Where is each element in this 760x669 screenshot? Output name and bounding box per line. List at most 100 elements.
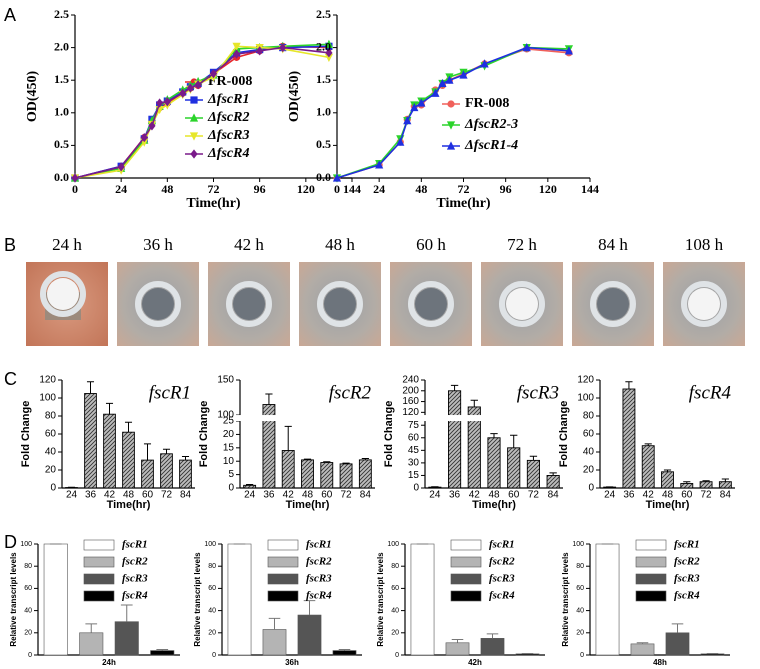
panel-label: D bbox=[4, 532, 17, 552]
bar bbox=[103, 413, 116, 489]
y-tick-label: 0 bbox=[580, 652, 584, 659]
bar bbox=[410, 543, 435, 656]
ring bbox=[226, 281, 272, 327]
bar bbox=[487, 437, 501, 489]
bar bbox=[301, 459, 314, 489]
legend-label: ΔfscR2-3 bbox=[464, 117, 518, 132]
x-tick-label: 72 bbox=[701, 490, 713, 501]
x-tick-label: 36 bbox=[623, 490, 635, 501]
ring bbox=[317, 281, 363, 327]
error-bar bbox=[663, 469, 672, 472]
x-tick-label: 84 bbox=[360, 490, 372, 501]
x-tick-label: 72 bbox=[208, 182, 220, 196]
x-tick-label: 120 bbox=[539, 182, 557, 196]
x-tick-label: 84 bbox=[720, 490, 732, 501]
y-tick-label: 20 bbox=[208, 630, 216, 637]
photo-label: 24 h bbox=[52, 235, 82, 254]
bar bbox=[179, 459, 192, 489]
x-tick-label: 24 bbox=[115, 182, 127, 196]
x-tick-label: 48 bbox=[161, 182, 173, 196]
y-tick-label: 20 bbox=[391, 630, 399, 637]
legend-swatch bbox=[83, 590, 115, 602]
error-bar bbox=[510, 434, 518, 448]
y-tick-label: 100 bbox=[20, 541, 32, 548]
error-bar bbox=[470, 399, 478, 407]
y-tick-label: 60 bbox=[391, 585, 399, 592]
x-tick-label: 48 bbox=[488, 490, 500, 501]
series-line bbox=[336, 46, 569, 179]
chart-title: fscR4 bbox=[689, 382, 732, 403]
error-bar bbox=[323, 461, 331, 463]
x-tick-label: 36 bbox=[263, 490, 275, 501]
x-tick-label: 60 bbox=[142, 490, 154, 501]
y-tick-label: 75 bbox=[408, 420, 420, 431]
y-tick-label: 60 bbox=[576, 585, 584, 592]
panel-label: A bbox=[4, 5, 16, 25]
legend-swatch bbox=[267, 556, 299, 568]
photo-label: 108 h bbox=[685, 235, 724, 254]
error-bar bbox=[529, 455, 538, 461]
y-tick-label: 25 bbox=[223, 416, 235, 427]
y-tick-label: 20 bbox=[583, 465, 595, 476]
data-point bbox=[148, 121, 156, 131]
error-bar bbox=[143, 443, 152, 461]
photo-label: 36 h bbox=[143, 235, 173, 254]
y-tick-label: 100 bbox=[387, 541, 399, 548]
data-point bbox=[375, 160, 384, 169]
legend-swatch bbox=[83, 539, 115, 551]
data-point bbox=[232, 49, 241, 59]
axis-break bbox=[419, 415, 563, 422]
error-bar bbox=[671, 623, 684, 633]
legend-swatch bbox=[267, 590, 299, 602]
y-tick-label: 0 bbox=[50, 483, 56, 494]
bar bbox=[699, 481, 713, 489]
bar bbox=[262, 629, 287, 656]
legend-label: fscR2 bbox=[306, 556, 332, 568]
x-tick-label: 24 bbox=[429, 490, 441, 501]
error-bar bbox=[342, 462, 350, 464]
y-tick-label: 40 bbox=[45, 447, 57, 458]
error-bar bbox=[625, 381, 633, 389]
x-axis-label: Time(hr) bbox=[436, 196, 491, 211]
bar bbox=[595, 543, 620, 656]
bar bbox=[79, 632, 104, 656]
bar bbox=[297, 614, 322, 656]
x-axis-label: Time(hr) bbox=[186, 196, 241, 211]
y-tick-label: 80 bbox=[208, 563, 216, 570]
data-point bbox=[163, 97, 171, 107]
legend-swatch bbox=[267, 573, 299, 585]
x-tick-label: 24 bbox=[604, 490, 616, 501]
data-point bbox=[140, 132, 148, 143]
ring bbox=[681, 281, 727, 327]
y-tick-label: 1.0 bbox=[316, 105, 331, 119]
x-tick-label: 42 bbox=[469, 490, 481, 501]
ring bbox=[135, 281, 181, 327]
bar bbox=[480, 638, 505, 656]
error-bar bbox=[450, 384, 459, 391]
error-bar bbox=[284, 425, 292, 451]
legend-swatch bbox=[635, 539, 667, 551]
y-tick-label: 0 bbox=[212, 652, 216, 659]
series-line bbox=[336, 46, 569, 179]
x-tick-label: 0 bbox=[334, 182, 340, 196]
y-tick-label: 240 bbox=[402, 375, 419, 386]
bar bbox=[160, 453, 173, 489]
legend-swatch bbox=[267, 539, 299, 551]
legend-marker bbox=[190, 96, 198, 104]
data-point bbox=[459, 70, 468, 79]
error-bar bbox=[120, 604, 133, 622]
error-bar bbox=[124, 421, 133, 433]
y-axis-label: OD(450) bbox=[25, 71, 40, 123]
bar bbox=[630, 643, 655, 656]
data-point bbox=[209, 69, 218, 79]
data-point bbox=[564, 46, 574, 55]
bar bbox=[150, 650, 175, 656]
x-tick-label: 144 bbox=[343, 182, 361, 196]
x-tick-label: 42 bbox=[283, 490, 295, 501]
photo-label: 72 h bbox=[507, 235, 537, 254]
error-bar bbox=[156, 648, 169, 651]
error-bar bbox=[86, 381, 95, 394]
legend-label: ΔfscR4 bbox=[207, 146, 249, 161]
error-bar bbox=[490, 433, 498, 438]
